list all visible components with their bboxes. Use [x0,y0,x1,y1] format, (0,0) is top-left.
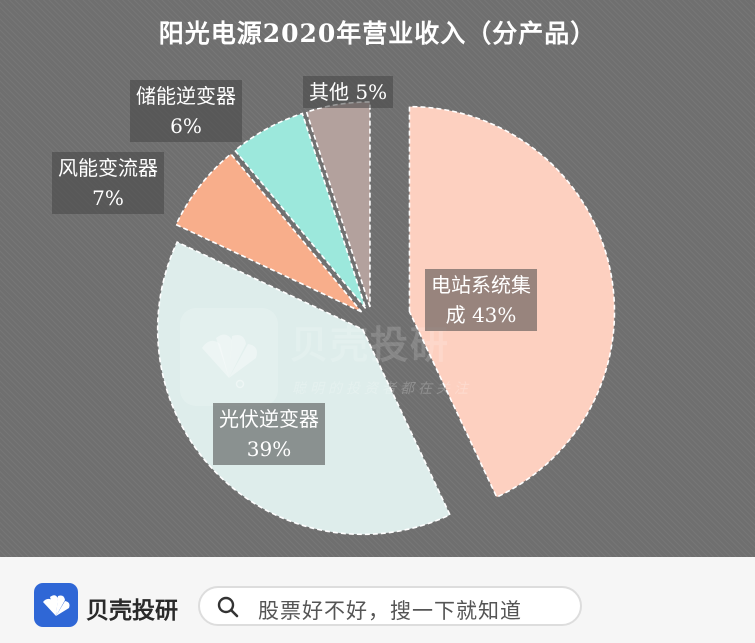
slice-label-power-station-line1: 电站系统集 [431,273,531,297]
slice-label-storage-inverter: 储能逆变器 6% [130,80,242,142]
chart-title: 阳光电源2020年营业收入（分产品） [158,19,597,48]
shell-logo-icon[interactable] [34,583,78,627]
slice-storage-inverter [233,112,367,309]
slice-label-power-station: 电站系统集 成 43% [425,269,537,331]
chart-area: 阳光电源2020年营业收入（分产品） 贝壳投研 聪明的投资者都在关注 电站系统集… [0,0,755,557]
slice-label-pv-inverter-line2: 39% [246,437,292,461]
slice-label-other: 其他 5% [303,76,394,108]
search-icon[interactable] [216,595,240,619]
slice-label-wind-converter: 风能变流器 7% [52,152,164,214]
slice-label-wind-converter-line1: 风能变流器 [58,156,158,180]
brand-name[interactable]: 贝壳投研 [86,598,178,624]
search-placeholder[interactable]: 股票好不好，搜一下就知道 [258,599,522,623]
slice-other [305,101,371,308]
slice-pv-inverter [156,240,452,536]
slice-label-storage-inverter-line1: 储能逆变器 [136,84,236,108]
slice-label-other-line1: 其他 5% [309,80,388,104]
slice-label-pv-inverter-line1: 光伏逆变器 [219,407,319,431]
slice-label-storage-inverter-line2: 6% [170,114,202,138]
slice-label-power-station-line2: 成 43% [445,303,517,327]
slice-wind-converter [175,152,363,313]
slice-label-pv-inverter: 光伏逆变器 39% [213,403,325,465]
slice-label-wind-converter-line2: 7% [92,186,124,210]
search-box[interactable]: 股票好不好，搜一下就知道 [198,586,582,626]
